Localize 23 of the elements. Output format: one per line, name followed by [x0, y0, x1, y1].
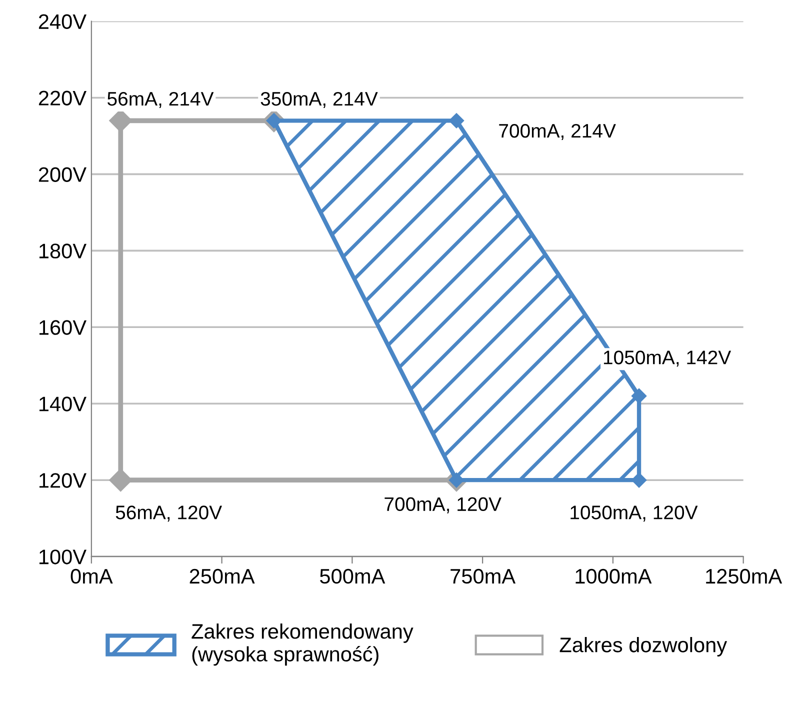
y-tick-label: 200V [38, 167, 86, 182]
legend-label: Zakres rekomendowany (wysoka sprawność) [192, 623, 414, 666]
y-tick-label: 120V [40, 473, 86, 488]
x-tick-label: 250mA [190, 568, 255, 584]
legend-label: Zakres dozwolony [560, 637, 728, 656]
y-tick-label: 100V [40, 550, 86, 564]
x-tick-label: 1250mA [706, 568, 782, 584]
y-tick-label: 220V [38, 90, 86, 106]
annotation: 1050mA, 142V [604, 350, 732, 367]
y-tick-label: 180V [40, 244, 86, 258]
annotation: 350mA, 214V [260, 92, 378, 108]
x-tick-label: 750mA [450, 568, 516, 584]
x-tick-label: 500mA [320, 568, 386, 584]
annotation: 700mA, 120V [384, 497, 502, 514]
y-tick-label: 240V [38, 14, 86, 30]
y-tick-label: 140V [40, 396, 86, 412]
y-tick-label: 160V [40, 320, 86, 335]
annotation: 56mA, 214V [108, 92, 214, 108]
annotation: 700mA, 214V [499, 124, 616, 140]
x-tick-label: 1000mA [576, 568, 652, 584]
x-tick-label: 0mA [70, 568, 113, 584]
annotation: 1050mA, 120V [570, 506, 698, 522]
annotation: 56mA, 120V [116, 506, 222, 522]
